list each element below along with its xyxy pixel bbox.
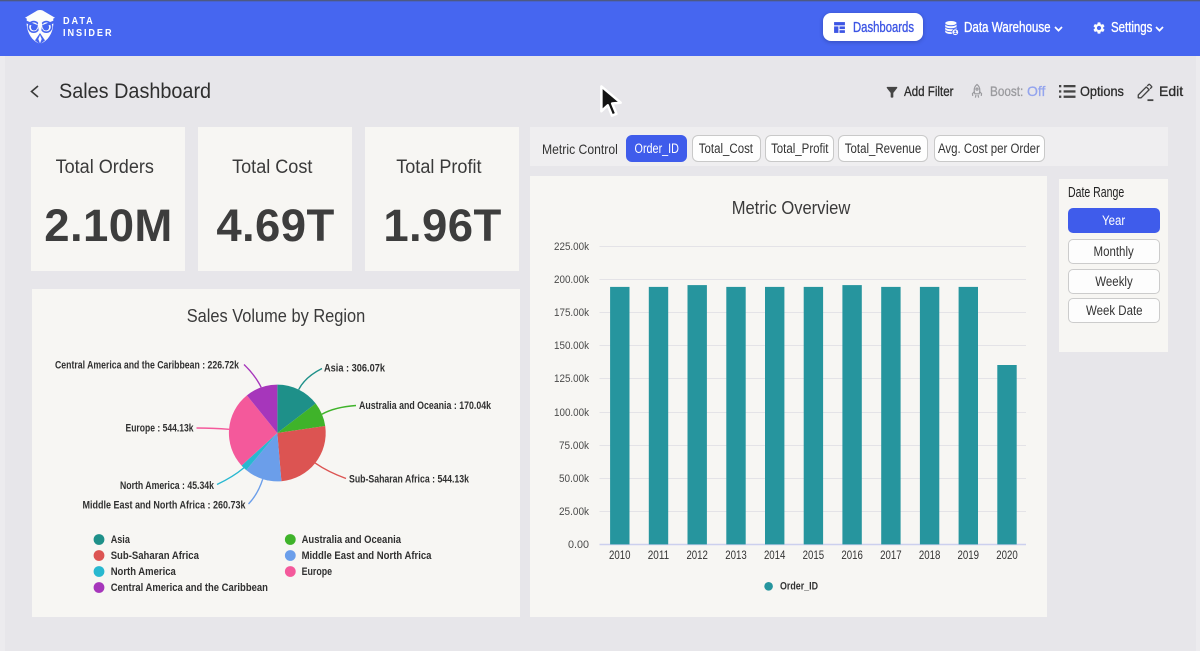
svg-text:2016: 2016 [841,550,863,562]
svg-text:225.00k: 225.00k [554,241,590,253]
svg-text:Europe : 544.13k: Europe : 544.13k [126,423,195,435]
svg-text:2010: 2010 [609,550,631,562]
svg-text:Sub-Saharan Africa : 544.13k: Sub-Saharan Africa : 544.13k [349,474,470,486]
svg-text:2012: 2012 [686,550,708,562]
svg-text:0.00: 0.00 [568,539,589,551]
svg-text:Middle East and North Africa :: Middle East and North Africa : 260.73k [83,500,247,512]
svg-text:2014: 2014 [764,550,786,562]
svg-text:Asia: Asia [111,534,131,546]
svg-text:Sales Volume by Region: Sales Volume by Region [187,305,366,326]
svg-text:75.00k: 75.00k [559,440,590,452]
svg-text:2015: 2015 [803,550,825,562]
svg-text:2017: 2017 [880,550,902,562]
svg-text:Central America and the Caribb: Central America and the Caribbean [111,582,268,594]
svg-text:100.00k: 100.00k [554,407,590,419]
svg-text:Middle East and North Africa: Middle East and North Africa [302,550,433,562]
svg-text:2011: 2011 [648,550,670,562]
svg-text:125.00k: 125.00k [554,373,590,385]
svg-text:Central America and the Caribb: Central America and the Caribbean : 226.… [55,360,240,372]
svg-text:North America : 45.34k: North America : 45.34k [120,480,215,492]
svg-text:2013: 2013 [725,550,747,562]
svg-text:175.00k: 175.00k [554,307,590,319]
svg-text:Metric Overview: Metric Overview [732,197,851,218]
svg-text:2020: 2020 [996,550,1018,562]
svg-text:Australia and Oceania : 170.04: Australia and Oceania : 170.04k [359,400,492,412]
svg-text:2018: 2018 [919,550,941,562]
svg-text:Europe: Europe [302,566,333,578]
svg-text:Sub-Saharan Africa: Sub-Saharan Africa [111,550,200,562]
svg-text:Order_ID: Order_ID [780,581,818,593]
svg-text:25.00k: 25.00k [559,506,590,518]
svg-text:Asia : 306.07k: Asia : 306.07k [324,363,386,375]
svg-text:2019: 2019 [958,550,980,562]
svg-text:North America: North America [111,566,177,578]
svg-text:150.00k: 150.00k [554,340,590,352]
svg-text:50.00k: 50.00k [559,473,590,485]
svg-text:Australia and Oceania: Australia and Oceania [302,534,402,546]
svg-text:200.00k: 200.00k [554,274,590,286]
